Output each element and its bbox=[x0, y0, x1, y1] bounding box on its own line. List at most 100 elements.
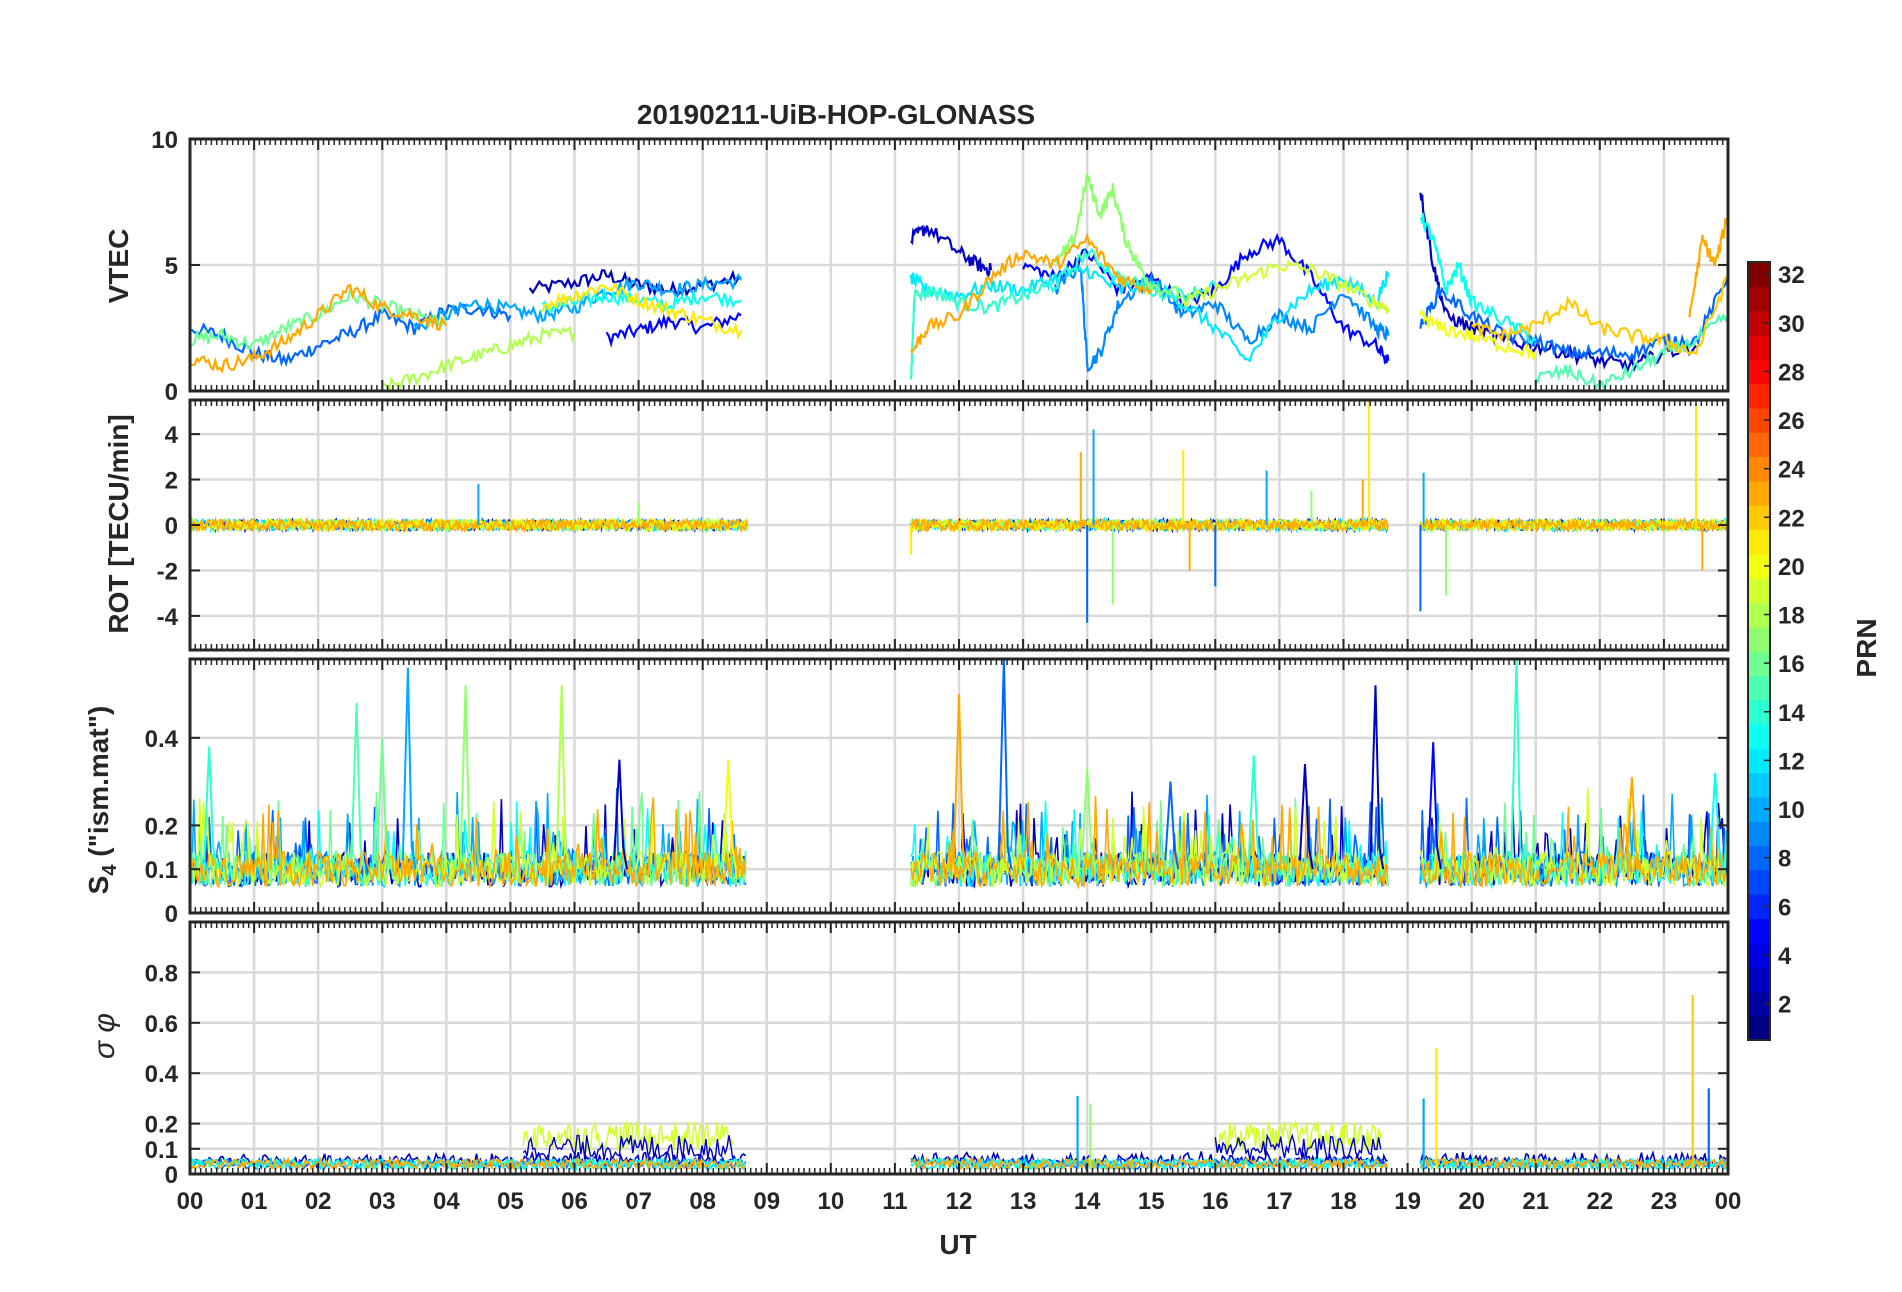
x-tick-label: 21 bbox=[1522, 1188, 1549, 1215]
panel-s4: 0 0.1 0.2 0.4 bbox=[145, 657, 1730, 928]
colorbar-tick-label: 10 bbox=[1778, 797, 1805, 824]
vtec-series-line bbox=[1054, 261, 1390, 373]
colorbar-tick-label: 22 bbox=[1778, 505, 1805, 532]
x-tick-label: 01 bbox=[241, 1188, 268, 1215]
colorbar-swatch bbox=[1748, 480, 1770, 506]
y-tick-label: -4 bbox=[157, 604, 179, 631]
vtec-series-line bbox=[1534, 312, 1728, 391]
vtec-series-line bbox=[1419, 213, 1537, 345]
y-tick-label: 0 bbox=[165, 513, 178, 540]
colorbar-swatch bbox=[1748, 748, 1770, 774]
y-tick-label: 0 bbox=[165, 1162, 178, 1189]
major-ticks bbox=[253, 139, 1665, 391]
data-layer bbox=[190, 173, 1728, 391]
s4-ylabel: S4 ("ism.mat") bbox=[83, 706, 121, 895]
x-tick-label: 05 bbox=[497, 1188, 524, 1215]
colorbar-swatch bbox=[1748, 894, 1770, 920]
rot-series-line bbox=[1419, 517, 1728, 533]
s4-peak bbox=[203, 746, 218, 870]
colorbar-swatch bbox=[1748, 456, 1770, 482]
colorbar-swatch bbox=[1748, 918, 1770, 944]
x-tick-label: 12 bbox=[946, 1188, 973, 1215]
vtec-series-line bbox=[1054, 173, 1185, 300]
s4-series-line bbox=[190, 797, 747, 889]
colorbar-swatch bbox=[1748, 1015, 1770, 1041]
figure-title: 20190211-UiB-HOP-GLONASS bbox=[637, 99, 1035, 130]
x-tick-label: 09 bbox=[753, 1188, 780, 1215]
s4-peak bbox=[1247, 755, 1263, 870]
plot-frame bbox=[188, 657, 1730, 915]
colorbar-tick-label: 14 bbox=[1778, 700, 1805, 727]
y-tick-label: 10 bbox=[151, 127, 178, 154]
colorbar-tick-label: 16 bbox=[1778, 651, 1805, 678]
s4-peak bbox=[1298, 764, 1314, 870]
plot-frame bbox=[188, 137, 1730, 393]
y-tick-label: 0.6 bbox=[145, 1011, 178, 1038]
colorbar-tick-label: 8 bbox=[1778, 846, 1791, 873]
x-tick-label: 16 bbox=[1202, 1188, 1229, 1215]
s4-peak bbox=[1427, 742, 1442, 870]
major-ticks bbox=[253, 922, 1665, 1174]
colorbar-swatch bbox=[1748, 286, 1770, 312]
colorbar-tick-label: 26 bbox=[1778, 408, 1805, 435]
colorbar-swatch bbox=[1748, 602, 1770, 628]
colorbar-tick-label: 24 bbox=[1778, 457, 1805, 484]
x-tick-label: 23 bbox=[1651, 1188, 1678, 1215]
colorbar-tick-label: 18 bbox=[1778, 603, 1805, 630]
vtec-series-line bbox=[1419, 309, 1537, 362]
x-tick-label: 00 bbox=[1715, 1188, 1742, 1215]
panel-vtec: 0 5 10 bbox=[151, 127, 1730, 406]
colorbar-swatch bbox=[1748, 869, 1770, 895]
x-tick-label: 11 bbox=[882, 1188, 907, 1215]
x-tick-labels: 00 01 02 03 04 05 06 07 08 09 10 11 12 13 14 15 16 17 18 19… bbox=[177, 1188, 1742, 1215]
s4-series-line bbox=[910, 797, 1389, 889]
minor-ticks bbox=[194, 659, 1724, 913]
x-tick-label: 07 bbox=[625, 1188, 652, 1215]
y-tick-label: 0.1 bbox=[145, 857, 178, 884]
vtec-series-line bbox=[909, 264, 1390, 363]
colorbar-swatch bbox=[1748, 651, 1770, 676]
data-layer bbox=[190, 659, 1727, 890]
colorbar-swatch bbox=[1748, 942, 1770, 968]
y-tick-label: 0.2 bbox=[145, 813, 178, 840]
colorbar-swatch bbox=[1748, 675, 1770, 701]
y-tick-label: -2 bbox=[157, 558, 178, 585]
y-tick-label: 0.8 bbox=[145, 960, 178, 987]
colorbar-swatch bbox=[1748, 407, 1770, 433]
x-tick-label: 04 bbox=[433, 1188, 460, 1215]
vtec-series-line bbox=[381, 325, 576, 391]
colorbar-swatch bbox=[1748, 772, 1770, 798]
colorbar-tick-label: 32 bbox=[1778, 262, 1805, 289]
s4-peak bbox=[1625, 777, 1641, 870]
s4-peak bbox=[459, 685, 475, 870]
s4-peak bbox=[1164, 781, 1180, 870]
x-tick-label: 13 bbox=[1010, 1188, 1037, 1215]
x-tick-label: 08 bbox=[689, 1188, 716, 1215]
colorbar-swatch bbox=[1748, 310, 1770, 336]
minor-ticks bbox=[194, 400, 1724, 650]
rot-series-line bbox=[910, 516, 1389, 534]
x-tick-label: 20 bbox=[1458, 1188, 1485, 1215]
vtec-series-line bbox=[190, 286, 448, 351]
vtec-series-line bbox=[190, 283, 448, 374]
s4-peak bbox=[376, 737, 391, 870]
s4-peak bbox=[613, 759, 628, 870]
x-tick-label: 18 bbox=[1330, 1188, 1357, 1215]
colorbar-swatch bbox=[1748, 578, 1770, 603]
colorbar-swatch bbox=[1748, 505, 1770, 531]
s4-peak bbox=[1510, 659, 1526, 870]
colorbar-tick-label: 2 bbox=[1778, 992, 1791, 1019]
sigma-elevated-band bbox=[1214, 1133, 1382, 1160]
vtec-ylabel: VTEC bbox=[103, 229, 134, 304]
s4-peak bbox=[401, 667, 417, 870]
panel-rot: -4 -2 0 2 4 bbox=[157, 398, 1730, 652]
colorbar-swatch bbox=[1748, 845, 1770, 871]
sigma-elevated-band bbox=[522, 1119, 734, 1154]
y-tick-label: 0.4 bbox=[145, 726, 179, 753]
colorbar-tick-label: 4 bbox=[1778, 943, 1792, 970]
rot-ylabel: ROT [TECU/min] bbox=[103, 414, 134, 633]
s4-peak bbox=[1369, 685, 1385, 870]
colorbar-swatch bbox=[1748, 967, 1770, 992]
colorbar-swatch bbox=[1748, 529, 1770, 555]
x-tick-label: 03 bbox=[369, 1188, 396, 1215]
